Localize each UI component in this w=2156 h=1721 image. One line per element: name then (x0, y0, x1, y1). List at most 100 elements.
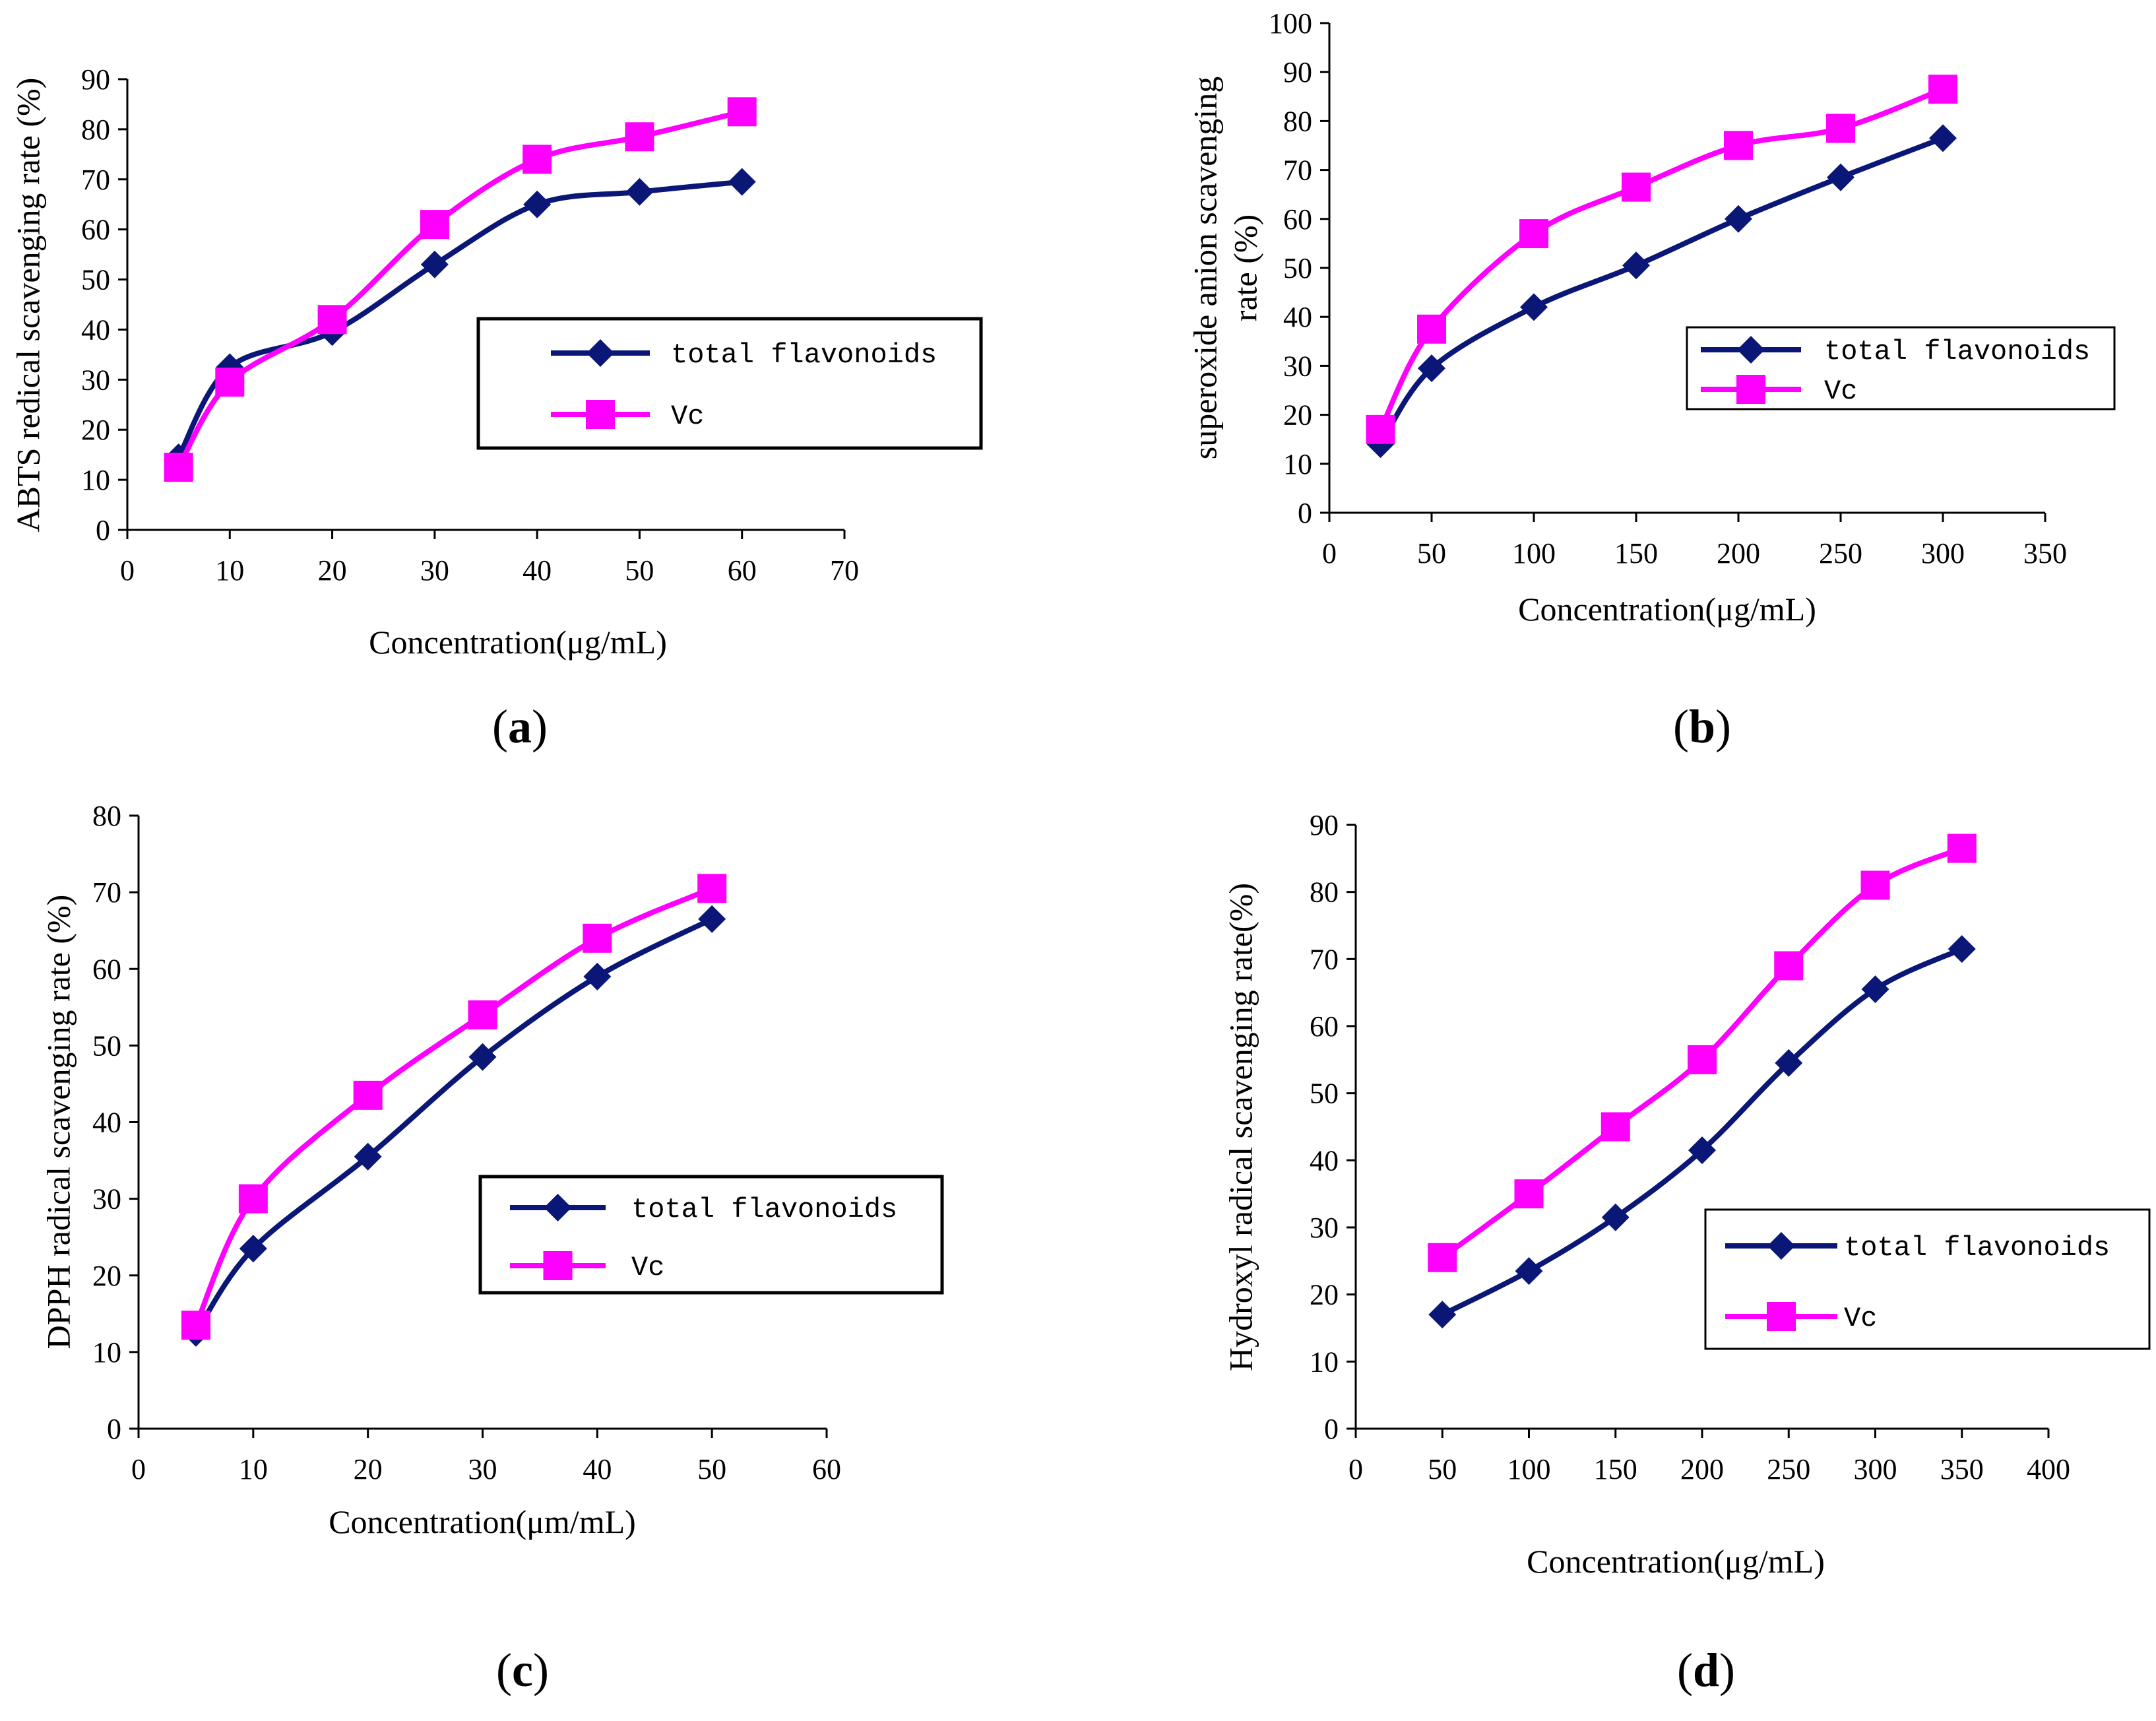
panel-letter: a (508, 700, 532, 753)
x-tick-label: 300 (1921, 537, 1965, 569)
panel-letter: b (1689, 700, 1715, 753)
y-tick-label: 80 (1283, 105, 1312, 137)
y-tick-label: 20 (1283, 399, 1312, 432)
y-tick-label: 30 (1283, 350, 1312, 382)
y-tick-label: 40 (1310, 1144, 1339, 1177)
data-point (1428, 1243, 1457, 1272)
y-tick-label: 90 (1283, 56, 1312, 88)
data-point (1515, 1257, 1543, 1285)
y-tick-label: 20 (81, 414, 110, 446)
y-tick-label: 50 (81, 264, 110, 296)
legend-swatch-marker (587, 339, 614, 367)
x-tick-label: 400 (2027, 1453, 2070, 1485)
data-point (1622, 172, 1651, 202)
x-tick-label: 70 (830, 554, 859, 587)
data-point (1417, 314, 1446, 344)
data-point (1827, 163, 1855, 191)
data-point (420, 210, 449, 240)
data-point (1428, 1301, 1457, 1329)
panel-label: (c) (496, 1644, 549, 1697)
x-axis-title: Concentration(μg/mL) (1527, 1543, 1825, 1580)
data-point (1725, 205, 1752, 233)
y-tick-label: 60 (1310, 1010, 1339, 1043)
data-point (727, 97, 757, 127)
data-point (353, 1080, 383, 1110)
x-tick-label: 50 (625, 554, 654, 587)
chart-c: 0 10 20 30 40 50 60 70 80 0 10 20 30 40 50 60 Concentrat… (40, 800, 944, 1697)
x-tick-label: 250 (1767, 1453, 1810, 1485)
data-point (1928, 75, 1957, 104)
legend-label: total flavonoids (1844, 1232, 2110, 1264)
legend-swatch-marker (544, 1194, 572, 1221)
x-tick-label: 30 (468, 1453, 497, 1485)
y-tick-label: 10 (1283, 448, 1312, 480)
x-tick-label: 350 (1940, 1453, 1984, 1485)
x-tick-label: 100 (1512, 537, 1556, 569)
data-point (698, 905, 726, 933)
y-tick-label: 60 (1283, 203, 1312, 236)
y-tick-label: 80 (92, 800, 121, 832)
legend-label: total flavonoids (631, 1194, 897, 1225)
legend-label: total flavonoids (1824, 336, 2090, 368)
data-point (1775, 1049, 1803, 1077)
x-axis-title: Concentration(μg/mL) (1518, 591, 1816, 628)
data-point (697, 874, 727, 903)
x-tick-label: 60 (728, 554, 757, 587)
x-axis-title: Concentration(μm/mL) (329, 1503, 636, 1540)
y-tick-label: 10 (1310, 1346, 1339, 1378)
legend-label: Vc (631, 1252, 664, 1283)
legend-label: Vc (671, 401, 704, 432)
data-point (1724, 131, 1753, 160)
x-tick-label: 40 (583, 1453, 612, 1485)
x-tick-label: 60 (812, 1453, 841, 1485)
y-tick-label: 0 (107, 1413, 121, 1445)
x-tick-label: 0 (131, 1453, 146, 1485)
data-point (238, 1184, 268, 1214)
panel-label: (d) (1677, 1644, 1735, 1697)
panel-label: (a) (492, 700, 548, 753)
data-point (1861, 975, 1889, 1004)
data-point (1947, 833, 1977, 863)
x-tick-label: 250 (1819, 537, 1862, 569)
data-point (1366, 414, 1395, 444)
data-point (317, 305, 347, 335)
data-point (1774, 951, 1804, 981)
data-point (1601, 1112, 1630, 1142)
x-tick-label: 0 (1348, 1453, 1363, 1485)
y-tick-label: 20 (1310, 1279, 1339, 1311)
x-axis-title: Concentration(μg/mL) (369, 624, 667, 661)
chart-b: 0 10 20 30 40 50 60 70 80 90 100 0 50 100 150 200 250 300… (1186, 7, 2116, 753)
y-axis-title: Hydroxyl radical scavenging rate(%) (1222, 883, 1259, 1371)
y-tick-label: 50 (1283, 252, 1312, 284)
data-point (583, 962, 612, 990)
x-tick-label: 10 (239, 1453, 268, 1485)
data-point (625, 178, 654, 206)
y-tick-label: 40 (81, 313, 110, 346)
x-tick-label: 50 (697, 1453, 726, 1485)
legend-box (476, 317, 983, 450)
data-point (468, 1043, 497, 1071)
y-tick-label: 30 (81, 364, 110, 396)
legend-box (1686, 326, 2116, 410)
y-tick-label: 40 (92, 1107, 121, 1139)
x-tick-label: 200 (1717, 537, 1760, 569)
x-tick-label: 0 (120, 554, 135, 587)
y-tick-label: 50 (1310, 1078, 1339, 1110)
x-tick-label: 0 (1322, 537, 1337, 569)
y-tick-label: 80 (81, 114, 110, 146)
y-tick-label: 80 (1310, 876, 1339, 909)
data-point (1688, 1045, 1717, 1074)
data-point (1948, 935, 1976, 963)
y-tick-label: 100 (1269, 7, 1312, 40)
y-tick-label: 30 (92, 1183, 121, 1216)
y-axis-title: DPPH radical scavenging rate (%) (40, 895, 77, 1349)
y-tick-label: 0 (1324, 1413, 1339, 1445)
data-point (1519, 219, 1548, 249)
y-axis-title: ABTS redical scavenging rate (%) (9, 78, 46, 533)
data-point (215, 368, 245, 397)
data-point (239, 1235, 267, 1263)
legend-swatch-marker (1767, 1302, 1796, 1331)
data-point (1622, 251, 1650, 280)
legend-swatch-marker (1737, 336, 1765, 364)
